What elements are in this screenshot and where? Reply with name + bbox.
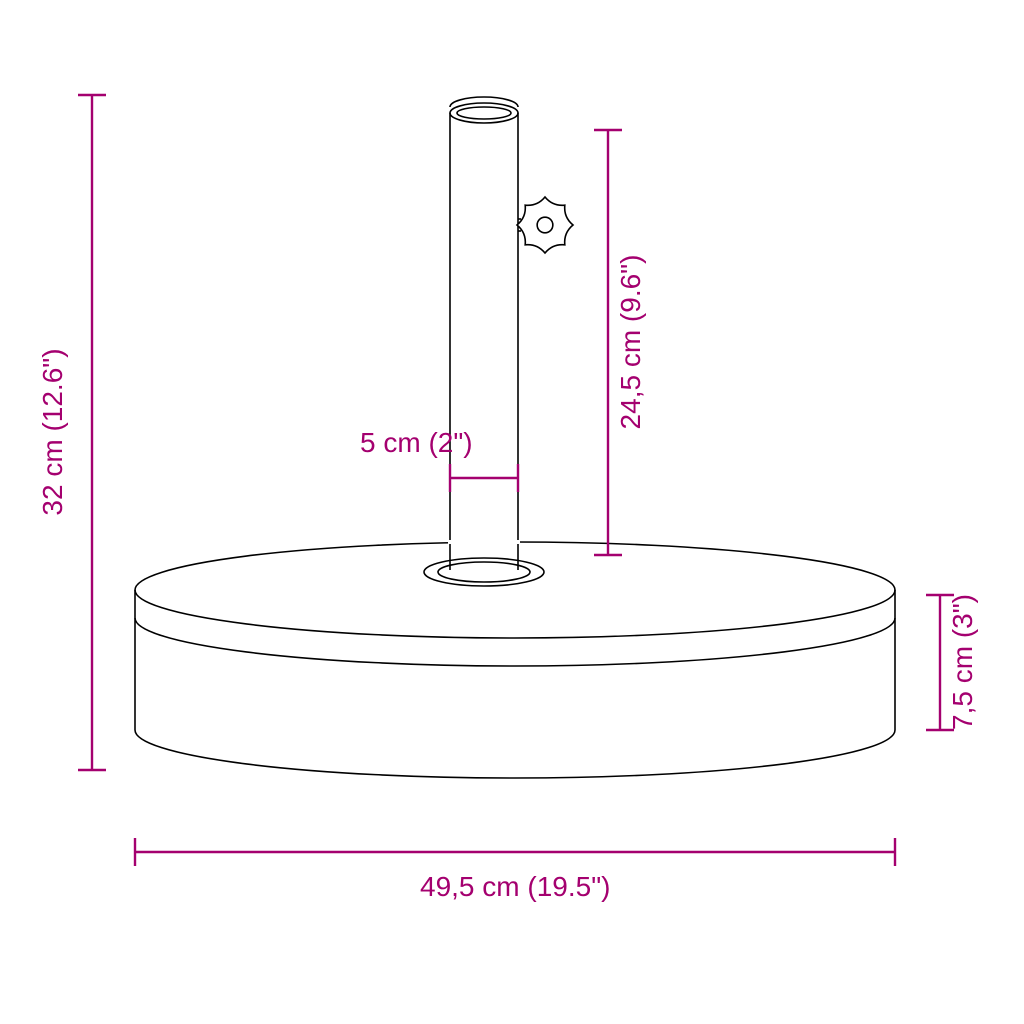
dimension-label: 24,5 cm (9.6") [615,255,646,430]
dimension-label: 7,5 cm (3") [947,594,978,730]
tightening-knob [517,197,573,253]
dimension-lines [78,95,954,866]
product-outline [135,97,895,778]
dimension-label: 49,5 cm (19.5") [420,871,610,902]
dimension-label: 32 cm (12.6") [37,348,68,515]
dimension-label: 5 cm (2") [360,427,473,458]
